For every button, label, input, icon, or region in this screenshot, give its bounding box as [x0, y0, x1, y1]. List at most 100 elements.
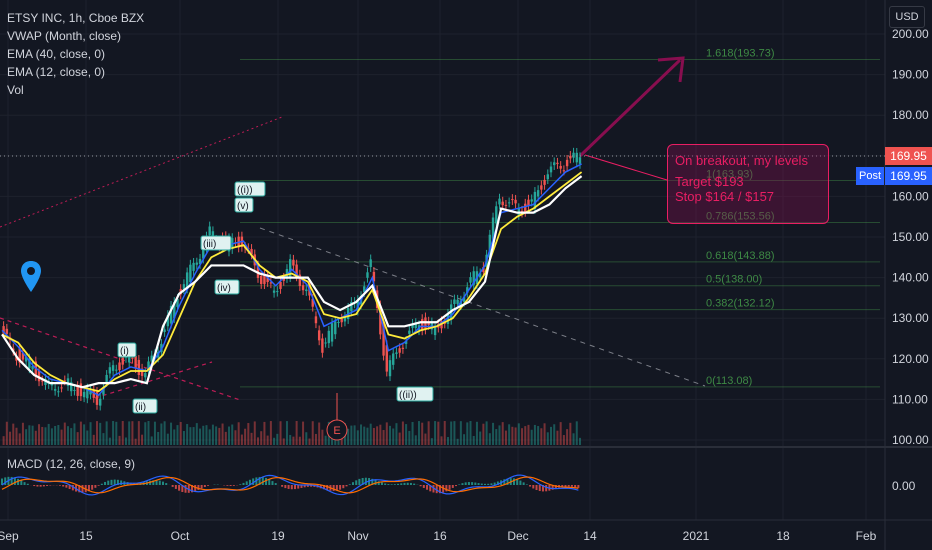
volume-bar	[363, 426, 366, 445]
volume-bar	[211, 424, 214, 445]
price-tick-label: 140.00	[892, 271, 929, 285]
candle-body	[263, 273, 266, 285]
price-tick-label: 180.00	[892, 108, 929, 122]
volume-bar	[18, 433, 21, 445]
macd-histogram-bar	[471, 482, 474, 485]
volume-bar	[176, 425, 179, 445]
volume-bar	[437, 421, 440, 445]
channel-line-upper	[0, 116, 283, 228]
volume-bar	[231, 424, 234, 445]
candle-body	[50, 383, 54, 386]
candle-body	[5, 328, 9, 334]
volume-bar	[395, 423, 398, 445]
volume-bar	[244, 428, 247, 445]
candle-body	[507, 202, 511, 204]
fib-level-label: 0.382(132.12)	[706, 298, 775, 310]
candle-body	[70, 382, 73, 392]
volume-bar	[186, 424, 189, 445]
candle-body	[102, 387, 105, 395]
volume-bar	[495, 429, 498, 445]
vwap-line	[1, 175, 583, 389]
macd-histogram-bar	[384, 483, 387, 485]
macd-histogram-bar	[474, 482, 477, 485]
macd-histogram-bar	[49, 485, 52, 486]
volume-bar	[521, 428, 524, 445]
chart-legend: ETSY INC, 1h, Cboe BZX VWAP (Month, clos…	[7, 9, 144, 99]
volume-bar	[482, 423, 485, 445]
macd-histogram-bar	[409, 482, 412, 485]
volume-bar	[266, 435, 269, 445]
time-tick-label: 16	[433, 529, 447, 543]
wave-label: ((ii))	[396, 386, 434, 402]
macd-histogram-bar	[490, 483, 493, 485]
symbol-label[interactable]: ETSY INC, 1h, Cboe BZX	[7, 11, 145, 25]
macd-histogram-bar	[155, 480, 158, 485]
volume-bar	[163, 421, 166, 445]
indicator-lines	[1, 163, 583, 397]
note-callout[interactable]: On breakout, my levels Target $193 Stop …	[667, 144, 829, 224]
volume-bar	[295, 421, 298, 445]
currency-button[interactable]: USD	[889, 6, 925, 28]
wave-label: ((i))	[234, 181, 266, 197]
macd-histogram-bar	[570, 485, 573, 487]
volume-bar	[469, 421, 472, 445]
vol-label[interactable]: Vol	[7, 83, 24, 97]
macd-line	[1, 474, 579, 496]
macd-histogram-bar	[294, 485, 297, 490]
macd-histogram-bar	[17, 478, 20, 485]
candle-body	[533, 191, 537, 210]
candle-body	[398, 348, 401, 353]
macd-histogram-bar	[197, 485, 200, 490]
candle-body	[488, 234, 492, 258]
candle-body	[76, 386, 79, 396]
location-pin-icon[interactable]	[20, 260, 42, 294]
volume-bar	[269, 421, 272, 445]
macd-histogram-bar	[178, 485, 181, 491]
candle-body	[504, 204, 508, 206]
volume-bar	[28, 425, 31, 445]
candle-body	[276, 291, 279, 293]
volume-bar	[182, 431, 185, 445]
candle-body	[79, 383, 83, 397]
volume-bar	[524, 426, 527, 445]
volume-bar	[347, 428, 350, 445]
macd-histogram-bar	[194, 485, 197, 492]
candle-body	[578, 157, 582, 164]
volume-bar	[54, 425, 57, 445]
candle-body	[18, 348, 21, 363]
macd-histogram-bar	[104, 481, 107, 485]
ema40-label[interactable]: EMA (40, close, 0)	[7, 47, 106, 61]
volume-bar	[150, 436, 153, 445]
candle-body	[192, 262, 195, 271]
volume-bar	[366, 427, 369, 445]
volume-bar	[356, 430, 359, 445]
candle-body	[195, 262, 199, 265]
last-price-tag: 169.95	[885, 147, 932, 165]
candle-body	[324, 342, 327, 344]
trend-drawings[interactable]	[0, 56, 706, 401]
ema12-label[interactable]: EMA (12, close, 0)	[7, 65, 106, 79]
time-tick-label: Nov	[347, 529, 368, 543]
macd-histogram-bar	[310, 485, 313, 487]
volume-bar	[508, 424, 511, 445]
macd-histogram-bar	[65, 485, 68, 488]
time-axis[interactable]: Sep 15 Oct 19 Nov 16 Dec 14 2021 18 Feb	[0, 529, 877, 543]
candle-body	[121, 357, 124, 365]
volume-bar	[60, 429, 63, 445]
candle-body	[311, 298, 314, 307]
macd-label[interactable]: MACD (12, 26, close, 9)	[7, 457, 136, 471]
volume-bar	[57, 424, 60, 445]
macd-histogram-bar	[203, 485, 206, 488]
vwap-label[interactable]: VWAP (Month, close)	[7, 29, 122, 43]
macd-histogram-bar	[87, 485, 90, 492]
candle-body	[556, 162, 559, 165]
candle-body	[99, 398, 102, 406]
fib-retracement[interactable]: 1.618(193.73) 1(163.93) 0.786(153.56) 0.618…	[240, 47, 880, 388]
volume-bar	[199, 428, 202, 445]
wave-labels[interactable]: ((i)) (v) (iii) (iv) (i) (ii) ((ii)) E	[117, 181, 434, 441]
candle-body	[73, 389, 76, 391]
volume-bar	[285, 421, 288, 445]
candle-body	[169, 305, 173, 324]
